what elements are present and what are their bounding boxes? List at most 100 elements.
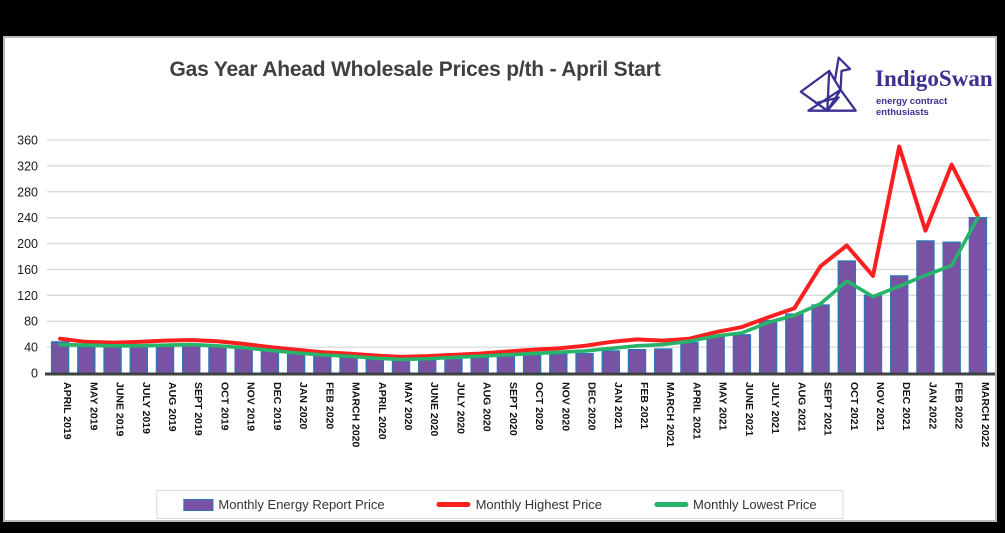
x-axis-label: JAN 2021 [612,382,624,429]
bar [680,341,699,374]
x-axis-label: DEC 2021 [900,382,912,431]
logo-name: IndigoSwan [875,66,993,91]
y-axis-tick-label: 240 [17,211,38,225]
x-axis-label: JUNE 2021 [743,382,755,436]
green-line-swatch-icon [654,502,689,507]
x-axis-label: JAN 2020 [297,382,309,429]
x-axis-label: MARCH 2022 [979,382,991,448]
chart-svg: 0 40 80 120 160 200 240 280 320 360 APRIL 2019 MAY … [17,134,995,448]
bar [208,345,227,374]
bar [339,356,358,374]
bar [627,349,647,374]
bar [391,360,411,374]
y-axis-tick-label: 120 [17,289,38,303]
x-axis-label: OCT 2019 [218,382,230,431]
legend-label-highest-price: Monthly Highest Price [475,497,603,512]
bar [470,356,489,374]
chart-legend: Monthly Energy Report Price Monthly High… [156,490,844,519]
chart-container: 0 40 80 120 160 200 240 280 320 360 APRIL 2019 MAY … [3,36,997,522]
red-line-swatch-icon [436,502,471,507]
x-axis-label: NOV 2021 [874,382,886,431]
x-axis-label: MARCH 2020 [350,382,362,448]
x-axis-label: MARCH 2021 [664,382,676,448]
y-axis-tick-label: 40 [24,341,38,355]
x-axis-label: AUG 2019 [166,382,178,432]
x-axis-label: AUG 2021 [795,382,807,432]
bar [785,313,804,374]
bar [549,353,568,374]
legend-item-lowest-price: Monthly Lowest Price [654,497,817,512]
legend-item-highest-price: Monthly Highest Price [436,497,603,512]
x-axis-label: FEB 2022 [953,382,965,429]
highest-price-line [58,144,980,359]
legend-item-report-price: Monthly Energy Report Price [183,497,385,512]
bar [811,304,830,374]
x-axis-label: AUG 2020 [481,382,493,432]
bar [313,354,332,374]
x-axis-label: SEPT 2020 [507,382,519,436]
x-axis-label: JUNE 2019 [114,382,126,436]
x-axis-label: JULY 2021 [769,382,781,434]
chart-title: Gas Year Ahead Wholesale Prices p/th - A… [169,58,661,81]
x-axis-label: MAY 2020 [402,382,414,431]
bar [365,358,384,374]
bar [732,334,752,374]
bar [758,319,778,374]
bar [654,348,673,374]
x-axis-label: JULY 2020 [454,382,466,434]
x-axis-label: MAY 2019 [87,382,99,431]
bar [706,334,725,374]
bar [155,344,175,374]
y-axis-tick-label: 160 [17,263,38,277]
bar [286,352,306,374]
legend-label-lowest-price: Monthly Lowest Price [693,497,817,512]
lowest-price-line [58,215,980,362]
bar [260,350,280,374]
bar [444,358,463,374]
y-axis-tick-label: 80 [24,315,38,329]
bar [234,347,253,374]
bar [601,350,620,374]
x-axis-label: SEPT 2019 [192,382,204,436]
x-axis-label: NOV 2019 [245,382,257,431]
x-axis-label: FEB 2020 [323,382,335,429]
bar [182,344,201,374]
bar [863,294,883,374]
bar [575,352,594,374]
y-axis-tick-label: 320 [17,159,38,173]
x-axis-label: JULY 2019 [140,382,152,434]
bar [837,260,856,374]
y-axis-tick-label: 280 [17,185,38,199]
bar [418,359,437,374]
bar [968,216,988,374]
indigoswan-logo: IndigoSwan energy contract enthusiasts [797,40,993,132]
logo-tagline: energy contract enthusiasts [876,96,948,118]
legend-label-report-price: Monthly Energy Report Price [218,497,385,512]
y-axis-tick-label: 200 [17,237,38,251]
x-axis-label: JUNE 2020 [428,382,440,436]
x-axis-label: APRIL 2019 [61,382,73,440]
x-axis-label: FEB 2021 [638,382,650,429]
bar [50,341,70,374]
x-axis-label: OCT 2020 [533,382,545,431]
x-axis-label: MAY 2021 [717,382,729,431]
x-axis-label: NOV 2020 [559,382,571,431]
x-axis-label: APRIL 2021 [690,382,702,440]
bar-swatch-icon [183,498,214,511]
x-axis-label: APRIL 2020 [376,382,388,440]
x-axis-label: JAN 2022 [926,382,938,429]
bar [522,354,542,374]
bar [103,345,122,374]
x-axis-label: OCT 2021 [848,382,860,431]
bar [77,346,96,374]
x-axis-label: DEC 2020 [586,382,598,431]
bar [916,240,935,374]
bar [129,345,148,374]
x-axis-label: SEPT 2021 [822,382,834,436]
y-axis-tick-label: 360 [17,134,38,148]
bar [496,355,516,374]
y-axis-tick-label: 0 [31,367,38,381]
x-axis-label: DEC 2019 [271,382,283,431]
origami-swan-icon [799,56,857,112]
